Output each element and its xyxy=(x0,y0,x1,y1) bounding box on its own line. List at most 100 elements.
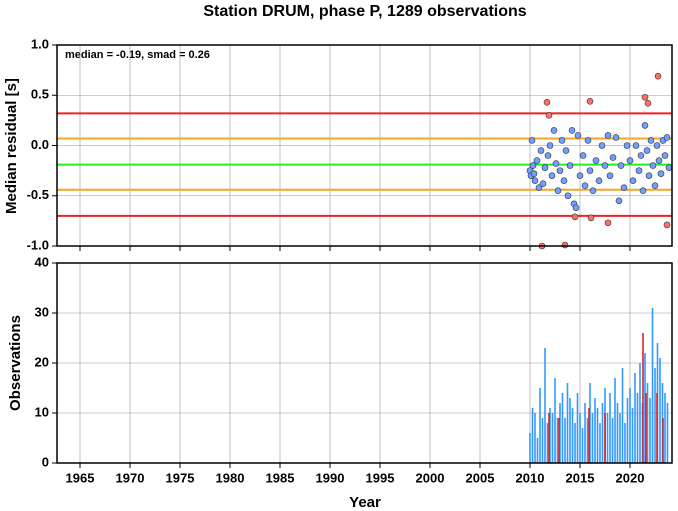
data-point xyxy=(609,154,617,161)
bar xyxy=(601,403,604,463)
y-tick-label: 0 xyxy=(42,454,49,469)
y-tick-label: -1.0 xyxy=(27,237,49,252)
data-point xyxy=(548,172,556,179)
y-axis-label: Median residual [s] xyxy=(3,78,20,214)
data-point xyxy=(529,162,537,169)
bar xyxy=(606,413,609,463)
y-tick-label: 0.5 xyxy=(31,87,49,102)
data-point xyxy=(545,112,553,119)
bar xyxy=(586,418,589,463)
data-point xyxy=(643,147,651,154)
data-point xyxy=(665,164,673,171)
data-point xyxy=(528,137,536,144)
data-point xyxy=(655,157,663,164)
data-point xyxy=(604,219,612,227)
bar xyxy=(569,398,571,463)
x-tick-label: 1965 xyxy=(66,470,95,485)
bar xyxy=(621,368,624,463)
bar xyxy=(549,408,551,463)
data-point xyxy=(554,187,562,195)
bar xyxy=(558,418,560,463)
bar xyxy=(559,403,561,463)
data-point xyxy=(632,142,640,149)
bar xyxy=(536,438,539,463)
data-point xyxy=(544,152,552,159)
bar xyxy=(616,403,619,463)
bar xyxy=(629,388,631,463)
bar xyxy=(529,433,531,463)
x-tick-label: 1980 xyxy=(216,470,245,485)
bar xyxy=(654,368,656,463)
y-tick-label: 20 xyxy=(35,354,49,369)
bar xyxy=(659,358,661,463)
bar xyxy=(594,398,596,463)
bar xyxy=(574,423,576,463)
data-point xyxy=(612,134,620,141)
data-point xyxy=(595,177,603,184)
data-point xyxy=(641,93,649,101)
data-point xyxy=(654,72,662,80)
bar xyxy=(609,393,611,463)
bar xyxy=(571,408,574,463)
bar xyxy=(548,413,550,463)
x-tick-label: 1990 xyxy=(316,470,345,485)
bar xyxy=(534,413,536,463)
bar xyxy=(619,413,621,463)
data-point xyxy=(535,184,543,192)
bar xyxy=(664,393,666,463)
data-point xyxy=(626,157,634,164)
bar xyxy=(631,408,634,463)
bar xyxy=(649,398,651,463)
plot-frame xyxy=(56,262,673,464)
x-tick-label: 1995 xyxy=(366,470,395,485)
x-tick-label: 2000 xyxy=(416,470,445,485)
data-point xyxy=(587,214,595,222)
data-point xyxy=(629,177,637,184)
bar xyxy=(656,393,658,463)
y-tick-label: 0.0 xyxy=(31,137,49,152)
data-point xyxy=(546,142,554,149)
data-point xyxy=(572,204,580,212)
y-axis-label: Observations xyxy=(7,315,24,411)
bar xyxy=(556,418,559,463)
data-point xyxy=(574,132,582,139)
data-point xyxy=(635,167,643,174)
bar xyxy=(646,383,649,463)
bar xyxy=(634,373,636,463)
bar xyxy=(611,418,614,463)
bar xyxy=(541,418,544,463)
data-point xyxy=(623,142,631,149)
bar xyxy=(651,308,654,463)
bar xyxy=(639,363,641,463)
data-point xyxy=(639,187,647,195)
data-point xyxy=(657,170,665,177)
bar xyxy=(551,413,554,463)
data-point xyxy=(641,122,649,129)
bar xyxy=(584,403,586,463)
y-tick-label: -0.5 xyxy=(27,187,49,202)
data-point xyxy=(556,167,564,174)
data-point xyxy=(645,172,653,179)
data-point xyxy=(617,162,625,169)
bar xyxy=(588,408,590,463)
data-point xyxy=(606,172,614,179)
data-point xyxy=(552,160,560,167)
x-tick-label: 1975 xyxy=(166,470,195,485)
data-point xyxy=(562,147,570,154)
x-axis-label: Year xyxy=(349,494,381,511)
data-point xyxy=(530,170,538,177)
data-point xyxy=(537,147,545,154)
bar xyxy=(614,378,616,463)
bar xyxy=(589,383,591,463)
bar xyxy=(666,403,669,463)
bar xyxy=(539,388,541,463)
y-tick-label: 40 xyxy=(35,254,49,269)
bar xyxy=(566,383,569,463)
data-point xyxy=(566,162,574,169)
data-point xyxy=(539,180,547,187)
data-point xyxy=(584,137,592,144)
data-point xyxy=(558,137,566,144)
data-point xyxy=(581,182,589,189)
